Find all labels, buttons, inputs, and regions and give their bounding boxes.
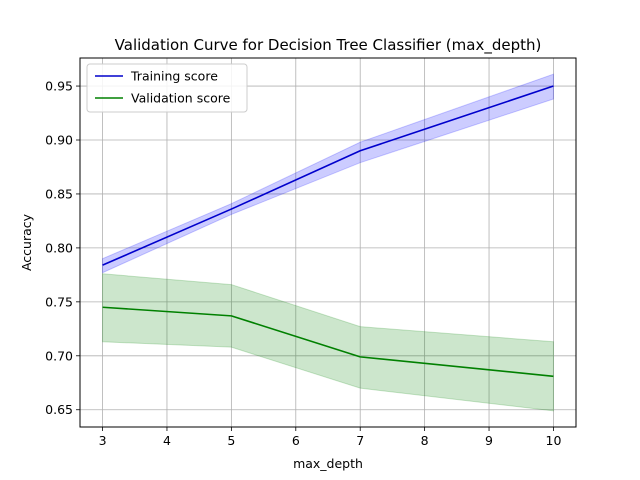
series-line-1 [102, 306, 554, 378]
y-axis-ticks: 0.65 0.70 0.75 0.80 0.85 0.90 0.95 [45, 79, 80, 417]
y-tick-label: 0.65 [45, 402, 73, 417]
legend-label-1: Validation score [131, 91, 231, 106]
series-band-1 [102, 273, 554, 412]
chart-title: Validation Curve for Decision Tree Class… [115, 36, 542, 55]
y-tick-label: 0.90 [45, 133, 73, 148]
y-tick-label: 0.75 [45, 294, 73, 309]
x-axis-label: max_depth [293, 456, 363, 471]
grid-lines [80, 58, 576, 427]
series-lines [102, 85, 554, 378]
x-axis-ticks: 3 4 5 6 7 8 9 10 [99, 427, 562, 448]
series-line-0 [102, 85, 554, 266]
x-tick-label: 3 [99, 433, 107, 448]
x-tick-label: 8 [421, 433, 429, 448]
x-tick-label: 6 [292, 433, 300, 448]
legend-box [86, 63, 248, 113]
x-tick-label: 7 [356, 433, 364, 448]
legend-label-0: Training score [130, 69, 218, 84]
x-tick-label: 10 [546, 433, 562, 448]
y-tick-label: 0.80 [45, 240, 73, 255]
y-axis-label: Accuracy [19, 213, 34, 271]
x-tick-label: 9 [485, 433, 493, 448]
x-tick-label: 5 [227, 433, 235, 448]
y-tick-label: 0.95 [45, 79, 73, 94]
x-tick-label: 4 [163, 433, 171, 448]
plot-frame [79, 57, 577, 428]
y-tick-label: 0.70 [45, 348, 73, 363]
y-tick-label: 0.85 [45, 186, 73, 201]
legend: Training score Validation score [86, 63, 248, 113]
